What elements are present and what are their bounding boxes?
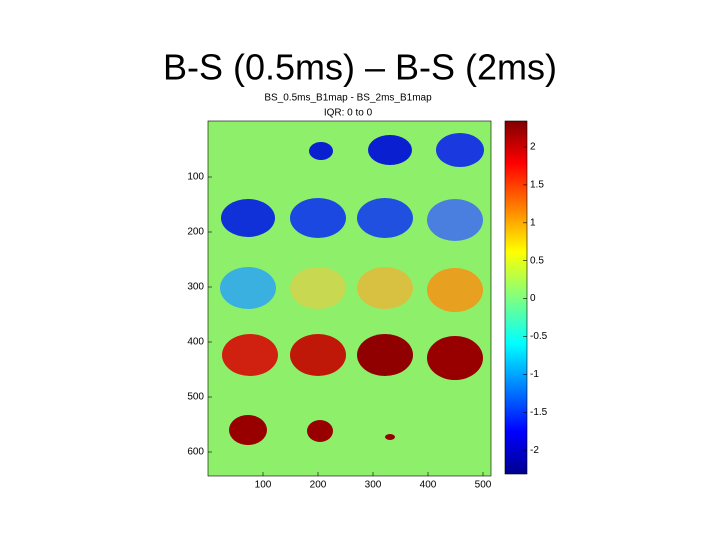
figure-title: BS_0.5ms_B1map - BS_2ms_B1map [264,93,432,104]
y-tick-label: 300 [187,282,204,293]
y-tick-label: 600 [187,447,204,458]
colorbar-tick-label: 0 [530,293,536,304]
colorbar-tick-label: -2 [530,445,539,456]
brain-slices [220,133,484,445]
x-tick-label: 100 [255,480,272,491]
colorbar-tick-label: -1 [530,369,539,380]
colorbar-tick-label: -1.5 [530,407,548,418]
y-tick-label: 400 [187,337,204,348]
colorbar-tick-label: 1 [530,217,536,228]
colorbar [504,120,528,475]
figure-subtitle: IQR: 0 to 0 [324,108,373,119]
y-tick-label: 100 [187,172,204,183]
x-tick-label: 300 [365,480,382,491]
colorbar-tick-label: 2 [530,142,536,153]
colorbar-tick-label: 1.5 [530,180,544,191]
x-tick-label: 400 [420,480,437,491]
x-tick-label: 200 [310,480,327,491]
colorbar-tick-label: -0.5 [530,331,548,342]
y-tick-label: 200 [187,227,204,238]
colorbar-tick-label: 0.5 [530,255,544,266]
x-tick-label: 500 [475,480,492,491]
slide-title: B-S (0.5ms) – B-S (2ms) [163,47,557,88]
y-tick-label: 500 [187,392,204,403]
